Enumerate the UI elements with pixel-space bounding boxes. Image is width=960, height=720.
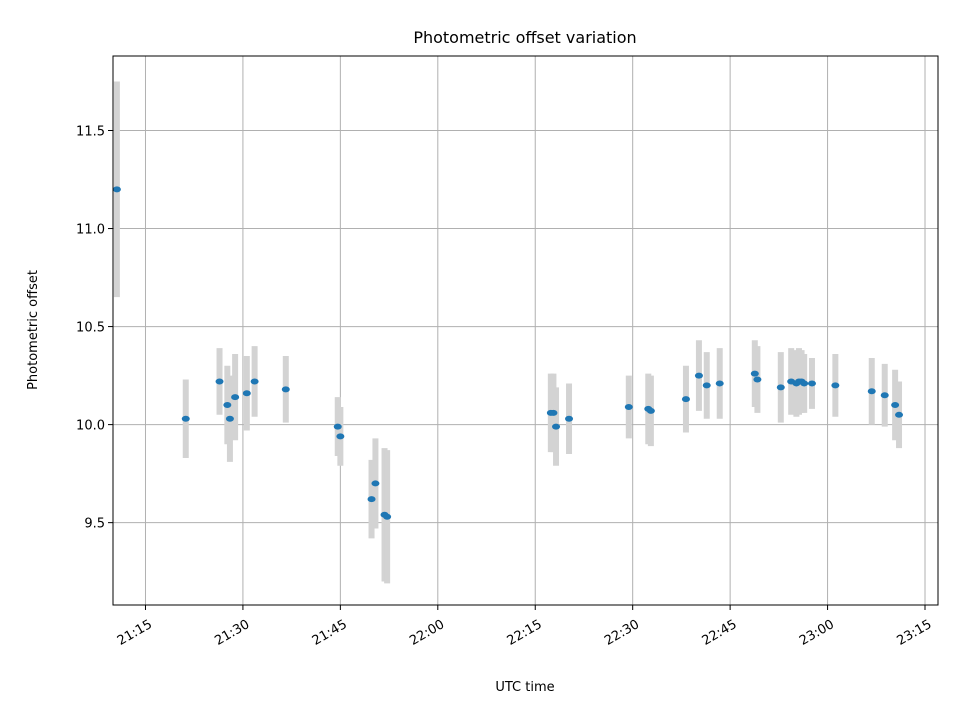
data-point — [807, 380, 816, 387]
data-point — [831, 382, 840, 389]
data-point — [215, 378, 224, 385]
chart-title: Photometric offset variation — [413, 28, 636, 47]
data-point — [336, 433, 345, 440]
data-point — [250, 378, 259, 385]
x-tick-label: 22:30 — [602, 617, 642, 649]
data-point — [867, 388, 876, 395]
data-point — [880, 392, 889, 399]
data-point — [112, 186, 121, 193]
axis-ticks — [108, 130, 926, 610]
data-point — [565, 415, 574, 422]
grid-lines — [113, 56, 938, 605]
x-tick-label: 23:15 — [894, 617, 934, 649]
data-point — [800, 380, 809, 387]
y-tick-label: 10.0 — [76, 419, 105, 434]
x-tick-label: 22:00 — [407, 617, 447, 649]
data-point — [681, 396, 690, 403]
data-point — [891, 402, 900, 409]
data-point — [181, 415, 190, 422]
data-point — [702, 382, 711, 389]
data-point — [753, 376, 762, 383]
data-point — [549, 409, 558, 416]
data-point — [552, 423, 561, 430]
data-point — [694, 372, 703, 379]
data-point — [715, 380, 724, 387]
y-tick-label: 10.5 — [76, 321, 105, 336]
data-point — [225, 415, 234, 422]
data-point — [776, 384, 785, 391]
data-point — [750, 370, 759, 377]
x-tick-label: 22:45 — [700, 617, 740, 649]
data-point — [371, 480, 380, 487]
error-bars — [113, 81, 903, 584]
data-point — [242, 390, 251, 397]
data-point — [895, 411, 904, 418]
y-tick-label: 9.5 — [84, 517, 105, 532]
data-points — [112, 186, 904, 520]
x-tick-label: 21:30 — [212, 617, 252, 649]
data-point — [624, 403, 633, 410]
x-tick-label: 22:15 — [505, 617, 545, 649]
data-point — [231, 394, 240, 401]
y-tick-label: 11.5 — [76, 125, 105, 140]
data-point — [333, 423, 342, 430]
y-axis-label: Photometric offset — [26, 270, 41, 390]
x-tick-label: 23:00 — [797, 617, 837, 649]
x-tick-label: 21:15 — [115, 617, 155, 649]
data-point — [367, 496, 376, 503]
x-axis-label: UTC time — [495, 680, 554, 695]
data-point — [281, 386, 290, 393]
plot-frame — [112, 55, 939, 606]
data-point — [223, 402, 232, 409]
data-point — [646, 407, 655, 414]
y-tick-label: 11.0 — [76, 223, 105, 238]
data-point — [383, 513, 392, 520]
x-tick-label: 21:45 — [310, 617, 350, 649]
